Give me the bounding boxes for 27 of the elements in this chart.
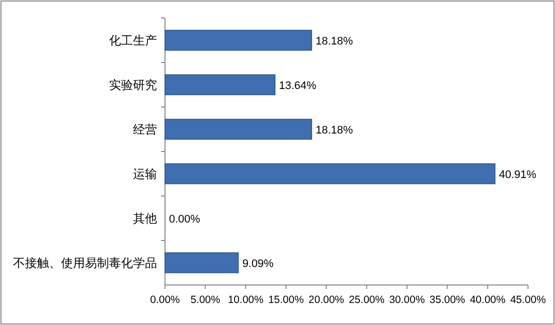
y-tick-label: 经营 [133, 122, 157, 136]
y-tick-label: 化工生产 [109, 33, 157, 48]
data-label: 9.09% [242, 258, 274, 270]
x-tick-label: 35.00% [430, 294, 466, 306]
x-tick-label: 45.00% [510, 294, 546, 306]
y-tick-label: 其他 [133, 211, 157, 226]
data-label: 18.18% [316, 35, 354, 48]
y-tick-label: 运输 [133, 166, 157, 181]
x-tick-label: 10.00% [228, 294, 264, 306]
x-tick-label: 20.00% [308, 294, 344, 306]
bar [164, 74, 276, 96]
x-tick-label: 0.00% [150, 294, 180, 306]
x-tick-label: 15.00% [268, 294, 304, 306]
data-label: 18.18% [316, 124, 354, 136]
x-tick-label: 30.00% [389, 294, 425, 306]
bar [164, 30, 312, 51]
bar [164, 163, 496, 184]
x-tick-label: 5.00% [190, 294, 220, 306]
bar [164, 118, 312, 140]
x-tick-label: 25.00% [348, 294, 384, 306]
y-tick-label: 实验研究 [109, 78, 157, 92]
data-label: 0.00% [169, 213, 200, 226]
data-label: 40.91% [499, 168, 537, 181]
y-tick-label: 不接触、使用易制毒化学品 [13, 256, 157, 270]
bar [164, 252, 239, 274]
data-label: 13.64% [279, 80, 317, 92]
x-tick-label: 40.00% [470, 294, 506, 306]
